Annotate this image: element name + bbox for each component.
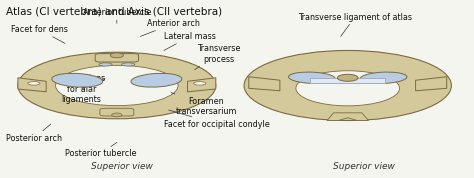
Text: Facet for dens: Facet for dens [11,25,68,43]
Ellipse shape [289,72,335,83]
Ellipse shape [360,72,407,83]
Ellipse shape [337,74,358,81]
Text: Superior view: Superior view [333,162,395,171]
FancyBboxPatch shape [100,108,134,116]
Ellipse shape [296,71,400,106]
Ellipse shape [52,73,103,87]
Polygon shape [327,113,368,121]
Text: Posterior tubercle: Posterior tubercle [64,142,136,158]
Ellipse shape [121,63,135,66]
Ellipse shape [99,63,112,66]
Circle shape [112,113,122,117]
Text: Atlas (CI vertebra) and Axis (CII vertebra): Atlas (CI vertebra) and Axis (CII verteb… [6,7,222,17]
Ellipse shape [194,82,206,85]
Text: Transverse
process: Transverse process [195,44,240,70]
Text: Impressions
for alar
ligaments: Impressions for alar ligaments [57,74,106,104]
Text: Superior view: Superior view [91,162,153,171]
Text: Foramen
transversarium: Foramen transversarium [171,93,237,116]
Text: Facet for occipital condyle: Facet for occipital condyle [164,110,270,129]
Text: Lateral mass: Lateral mass [164,32,216,50]
Ellipse shape [244,50,451,121]
Ellipse shape [18,52,216,119]
Polygon shape [188,78,216,92]
Polygon shape [416,77,447,91]
Text: Anterior arch: Anterior arch [140,19,201,36]
FancyBboxPatch shape [95,54,138,62]
Ellipse shape [55,65,178,106]
Circle shape [110,53,123,58]
Text: Posterior arch: Posterior arch [6,124,62,143]
Ellipse shape [131,73,182,87]
Text: Anterior tubercle: Anterior tubercle [82,8,151,23]
Text: Transverse ligament of atlas: Transverse ligament of atlas [298,13,412,36]
Polygon shape [18,78,46,92]
Polygon shape [310,78,385,83]
Polygon shape [249,77,280,91]
Ellipse shape [28,82,40,85]
